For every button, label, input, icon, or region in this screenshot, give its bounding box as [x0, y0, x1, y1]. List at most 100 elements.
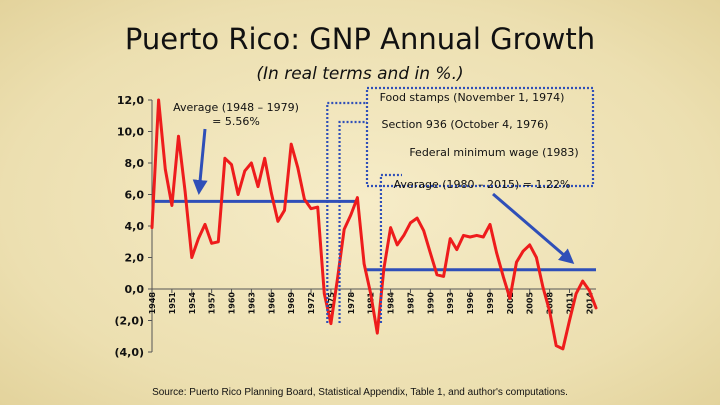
- data-point: [256, 185, 260, 188]
- data-point: [309, 207, 313, 210]
- data-point: [462, 234, 465, 237]
- x-tick-label: 2002: [506, 292, 515, 314]
- data-point: [276, 220, 280, 223]
- data-point: [263, 157, 266, 160]
- x-tick-label: 1963: [247, 292, 256, 314]
- data-point: [535, 256, 538, 259]
- y-tick-label: (2,0): [114, 315, 144, 328]
- avg-1948-1979-arrow: [192, 128, 208, 195]
- data-point: [289, 142, 293, 146]
- data-point: [422, 229, 425, 232]
- y-tick-label: 12,0: [117, 94, 144, 107]
- x-tick-label: 1993: [446, 292, 455, 314]
- data-point: [548, 309, 551, 313]
- data-point: [521, 250, 525, 253]
- data-point: [230, 163, 233, 166]
- avg-1980-2015-label: Average (1980 – 2015) = 1.22%: [394, 178, 571, 191]
- x-tick-label: 1990: [426, 292, 435, 315]
- event-markers: [326, 86, 595, 323]
- x-tick-label: 1960: [228, 292, 237, 315]
- data-point: [210, 242, 213, 245]
- data-point: [190, 256, 193, 259]
- data-point: [568, 319, 571, 322]
- data-point: [329, 322, 333, 325]
- data-point: [574, 292, 578, 295]
- data-point: [250, 161, 253, 165]
- event-marker-section-936: [338, 120, 367, 323]
- data-point: [435, 273, 439, 277]
- slide-title: Puerto Rico: GNP Annual Growth: [124, 22, 596, 56]
- event-label-food-stamps: Food stamps (November 1, 1974): [380, 91, 565, 104]
- data-point: [429, 251, 432, 254]
- x-tick-label: 1975: [327, 292, 336, 315]
- data-point: [482, 235, 485, 239]
- data-point: [296, 166, 299, 169]
- data-point: [283, 209, 286, 212]
- data-point: [402, 234, 406, 237]
- x-tick-label: 1996: [466, 292, 475, 315]
- data-point: [415, 216, 419, 220]
- y-tick-label: 6,0: [125, 189, 145, 202]
- data-point: [528, 243, 531, 247]
- data-point: [455, 248, 459, 251]
- slide-subtitle: (In real terms and in %.): [256, 64, 464, 84]
- series-line-gnp-growth: [150, 98, 598, 351]
- data-point: [555, 344, 558, 347]
- annotations: Average (1948 – 1979)= 5.56% Average (198…: [173, 91, 579, 264]
- data-point: [502, 275, 505, 278]
- data-point: [495, 251, 498, 254]
- event-label-box: [365, 86, 595, 188]
- data-point: [323, 292, 326, 295]
- series-layer: [150, 98, 598, 351]
- event-label-minimum-wage: Federal minimum wage (1983): [409, 146, 578, 159]
- x-tick-label: 2011: [565, 292, 574, 315]
- data-point: [369, 292, 372, 295]
- event-marker-food-stamps: [326, 101, 367, 323]
- x-tick-label: 1954: [188, 292, 197, 315]
- data-point: [336, 276, 339, 280]
- data-point: [342, 227, 346, 231]
- data-point: [395, 243, 399, 247]
- avg-1948-1979-value: = 5.56%: [212, 115, 260, 128]
- data-point: [508, 297, 512, 300]
- data-point: [164, 168, 167, 171]
- data-point: [316, 205, 319, 209]
- y-tick-label: 2,0: [125, 252, 145, 265]
- data-point: [177, 135, 180, 138]
- data-point: [449, 237, 452, 240]
- x-tick-label: 1978: [347, 292, 356, 315]
- x-tick-label: 2008: [546, 292, 555, 315]
- data-point: [197, 237, 200, 240]
- event-label-section-936: Section 936 (October 4, 1976): [382, 118, 549, 131]
- data-point: [217, 240, 220, 243]
- y-tick-label: 10,0: [117, 126, 144, 139]
- x-tick-label: 1948: [148, 292, 157, 315]
- data-point: [376, 331, 379, 335]
- data-point: [223, 157, 227, 160]
- x-tick-label: 1957: [208, 292, 217, 314]
- y-tick-label: (4,0): [114, 346, 144, 359]
- data-point: [382, 267, 386, 270]
- x-tick-label: 1951: [168, 292, 177, 315]
- x-tick-label: 2014: [585, 292, 594, 315]
- y-tick-label: 0,0: [125, 283, 145, 296]
- data-point: [594, 306, 598, 310]
- data-point: [475, 234, 478, 237]
- y-tick-label: 4,0: [125, 220, 145, 233]
- source-note: Source: Puerto Rico Planning Board, Stat…: [152, 387, 568, 398]
- data-point: [389, 226, 392, 229]
- data-point: [561, 347, 565, 351]
- data-point: [488, 223, 492, 226]
- data-point: [349, 213, 353, 217]
- data-point: [442, 275, 445, 278]
- data-point: [541, 286, 545, 289]
- data-point: [303, 198, 306, 201]
- data-point: [468, 235, 472, 239]
- x-tick-label: 1972: [307, 292, 316, 314]
- data-point: [157, 98, 160, 102]
- avg-1980-2015-arrow: [492, 192, 575, 264]
- x-tick-label: 1984: [387, 292, 396, 315]
- x-tick-label: 1969: [287, 292, 296, 315]
